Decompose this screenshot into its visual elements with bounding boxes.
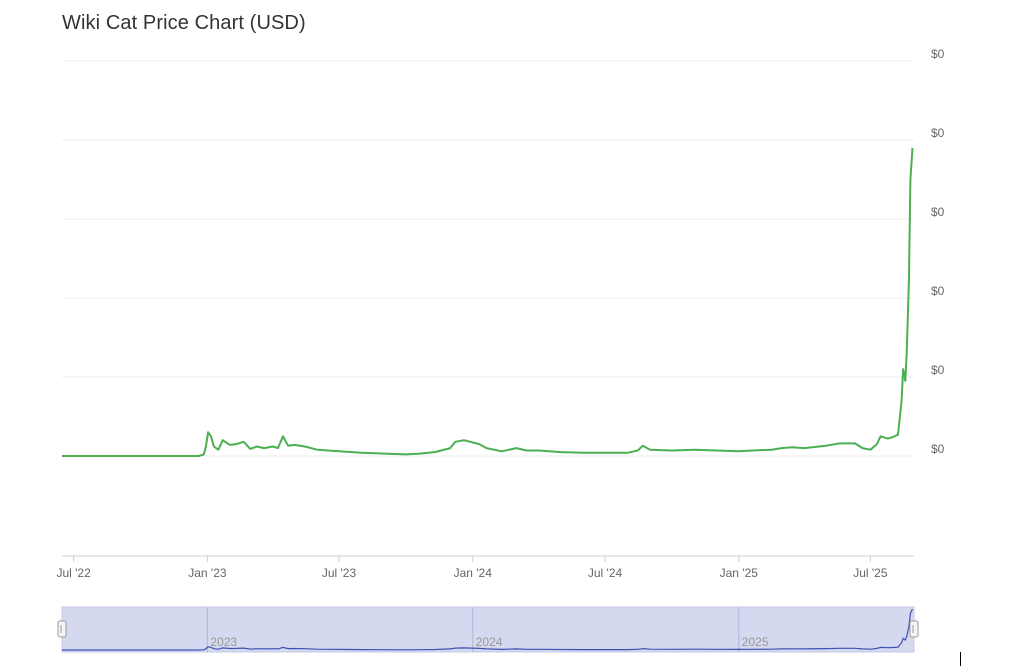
navigator[interactable]: 2023 2024 2025 [57,606,919,653]
y-tick-label: $0 [931,284,945,298]
navigator-series-line [62,608,914,651]
chart-title: Wiki Cat Price Chart (USD) [62,12,306,34]
x-tick-label: Jul '24 [588,566,623,580]
navigator-right-handle[interactable] [909,620,919,638]
x-tick-label: Jan '23 [188,566,227,580]
y-tick-label: $0 [931,47,945,61]
text-cursor [960,652,961,666]
y-axis-labels: $0 $0 $0 $0 $0 $0 [931,47,945,456]
x-tick-label: Jul '25 [853,566,888,580]
navigator-year-label: 2025 [742,635,769,649]
y-tick-label: $0 [931,126,945,140]
navigator-selection-mask[interactable] [62,607,914,652]
y-tick-label: $0 [931,205,945,219]
price-series-line[interactable] [62,147,914,457]
navigator-year-label: 2023 [210,635,237,649]
grid-layer [62,60,914,457]
navigator-left-handle[interactable] [57,620,67,638]
navigator-year-label: 2024 [476,635,503,649]
x-tick-label: Jan '25 [720,566,759,580]
y-tick-label: $0 [931,363,945,377]
x-tick-label: Jul '23 [322,566,357,580]
x-tick-label: Jul '22 [56,566,91,580]
navigator-year-labels: 2023 2024 2025 [206,607,769,652]
x-tick-label: Jan '24 [454,566,493,580]
x-axis-labels: Jul '22 Jan '23 Jul '23 Jan '24 Jul '24 Jan '… [56,556,888,580]
y-tick-label: $0 [931,442,945,456]
